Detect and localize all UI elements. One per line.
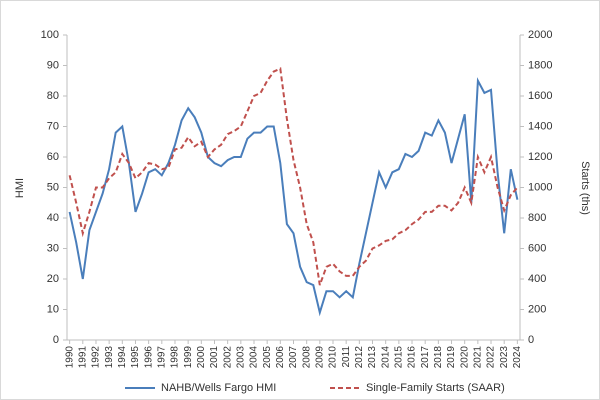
y-tick-label: 80 xyxy=(47,90,59,102)
y-tick-label: 30 xyxy=(47,242,59,254)
x-tick-label: 2003 xyxy=(235,346,246,369)
x-tick-label: 1992 xyxy=(91,346,102,369)
x-tick-label: 1999 xyxy=(183,346,194,369)
x-tick-label: 2014 xyxy=(380,346,391,369)
y-tick-label: 0 xyxy=(53,334,59,346)
y2-tick-label: 1400 xyxy=(528,120,552,132)
x-tick-label: 2005 xyxy=(262,346,273,369)
x-tick-label: 2013 xyxy=(367,346,378,369)
series-line xyxy=(68,67,519,286)
y2-tick-label: 400 xyxy=(528,273,546,285)
x-tick-label: 2000 xyxy=(196,346,207,369)
x-tick-label: 2021 xyxy=(473,346,484,369)
x-tick-label: 2008 xyxy=(301,346,312,369)
x-tick-label: 1996 xyxy=(143,346,154,369)
y2-tick-label: 2000 xyxy=(528,29,552,41)
y-tick-label: 40 xyxy=(47,212,59,224)
x-tick-label: 1997 xyxy=(156,346,167,369)
y-tick-label: 60 xyxy=(47,151,59,163)
y-tick-label: 10 xyxy=(47,303,59,315)
x-tick-label: 2015 xyxy=(393,346,404,369)
x-tick-label: 1993 xyxy=(104,346,115,369)
y2-tick-label: 1000 xyxy=(528,181,552,193)
legend-label: NAHB/Wells Fargo HMI xyxy=(161,382,276,394)
x-tick-label: 1998 xyxy=(170,346,181,369)
x-tick-label: 2006 xyxy=(275,346,286,369)
y2-tick-label: 0 xyxy=(528,334,534,346)
y-tick-label: 70 xyxy=(47,120,59,132)
x-tick-label: 2012 xyxy=(354,346,365,369)
x-tick-label: 2022 xyxy=(486,346,497,369)
x-tick-label: 1990 xyxy=(64,346,75,369)
x-tick-label: 2011 xyxy=(341,346,352,368)
x-tick-label: 2009 xyxy=(314,346,325,369)
x-tick-label: 2017 xyxy=(420,346,431,369)
x-tick-label: 1995 xyxy=(130,346,141,369)
x-tick-label: 2002 xyxy=(222,346,233,369)
x-tick-label: 2004 xyxy=(249,346,260,369)
x-tick-label: 2007 xyxy=(288,346,299,369)
y-tick-label: 20 xyxy=(47,273,59,285)
x-tick-label: 2023 xyxy=(499,346,510,369)
x-tick-label: 2018 xyxy=(433,346,444,369)
y2-tick-label: 1200 xyxy=(528,151,552,163)
y2-tick-label: 1800 xyxy=(528,59,552,71)
y-tick-label: 50 xyxy=(47,181,59,193)
y2-tick-label: 200 xyxy=(528,303,546,315)
x-tick-label: 2010 xyxy=(328,346,339,369)
y2-axis-title: Starts (ths) xyxy=(579,161,591,215)
y-tick-label: 90 xyxy=(47,59,59,71)
series-line xyxy=(68,77,519,317)
legend-label: Single-Family Starts (SAAR) xyxy=(366,382,505,394)
x-tick-label: 2001 xyxy=(209,346,220,369)
x-tick-label: 2024 xyxy=(512,346,523,369)
y-tick-label: 100 xyxy=(41,29,59,41)
y-axis-title: HMI xyxy=(14,178,26,198)
y2-tick-label: 600 xyxy=(528,242,546,254)
x-tick-label: 2016 xyxy=(407,346,418,369)
y2-tick-label: 800 xyxy=(528,212,546,224)
x-tick-label: 1991 xyxy=(77,346,88,369)
x-tick-label: 2019 xyxy=(446,346,457,369)
x-tick-label: 2020 xyxy=(459,346,470,369)
x-tick-label: 1994 xyxy=(117,346,128,369)
y2-tick-label: 1600 xyxy=(528,90,552,102)
